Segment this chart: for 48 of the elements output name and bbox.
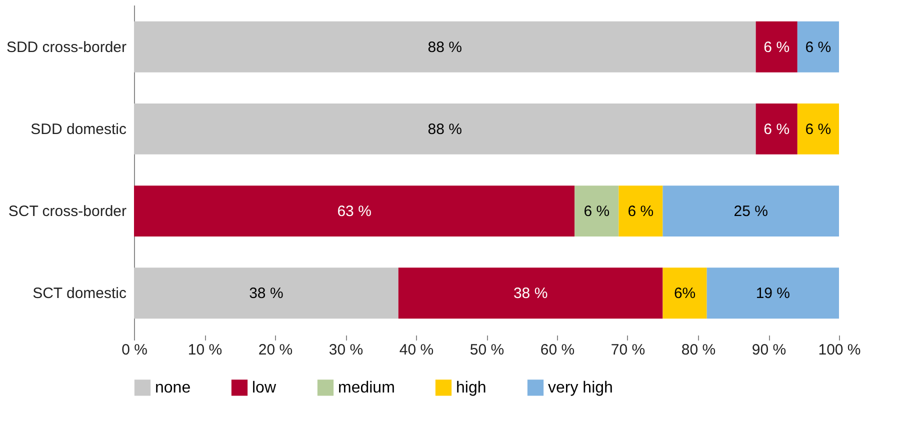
x-tick-label: 80 %	[681, 342, 716, 358]
data-label: 6 %	[584, 203, 610, 220]
bar	[618, 186, 663, 236]
bar	[756, 104, 798, 154]
legend-label: none	[155, 380, 191, 397]
legend-label: medium	[338, 380, 395, 397]
bar	[134, 21, 756, 72]
bar	[574, 186, 619, 236]
bar	[797, 21, 839, 72]
data-label: 6 %	[805, 38, 832, 56]
legend-label: low	[252, 380, 276, 397]
data-label: 88 %	[428, 38, 462, 56]
x-tick-label: 50 %	[470, 342, 504, 358]
x-tick-label: 90 %	[752, 342, 786, 358]
data-label: 38 %	[249, 285, 284, 302]
bar	[134, 186, 575, 236]
data-label: 6 %	[628, 203, 654, 220]
x-tick-label: 70 %	[610, 342, 646, 358]
data-label: 25 %	[734, 203, 768, 220]
x-tick-label: 20 %	[258, 342, 293, 358]
data-label: 6%	[674, 285, 696, 302]
x-tick-label: 10 %	[188, 342, 222, 358]
bar	[756, 21, 798, 72]
bar	[134, 104, 756, 154]
data-label: 19 %	[756, 285, 790, 302]
data-label: 38 %	[513, 285, 548, 302]
x-tick-label: 0 %	[122, 342, 148, 358]
x-tick-label: 60 %	[540, 342, 575, 358]
data-label: 6 %	[764, 38, 790, 56]
y-tick-label: SCT cross-border	[8, 203, 126, 220]
bar	[706, 268, 839, 319]
y-tick-label: SCT domestic	[32, 285, 127, 302]
y-tick-label: SDD cross-border	[6, 38, 127, 56]
bar	[797, 104, 839, 154]
legend-label: very high	[548, 380, 613, 397]
data-label: 63 %	[337, 203, 372, 220]
legend-label: high	[456, 380, 486, 397]
x-tick-label: 30 %	[328, 342, 364, 358]
y-tick-label: SDD domestic	[30, 120, 127, 138]
data-label: 88 %	[428, 120, 462, 138]
bar	[662, 186, 839, 236]
x-tick-label: 40 %	[399, 342, 434, 358]
bar	[134, 268, 398, 319]
bar	[662, 268, 707, 319]
data-label: 6 %	[764, 120, 790, 138]
bar	[398, 268, 663, 319]
x-tick-label: 100 %	[818, 342, 861, 358]
data-label: 6 %	[805, 120, 832, 138]
